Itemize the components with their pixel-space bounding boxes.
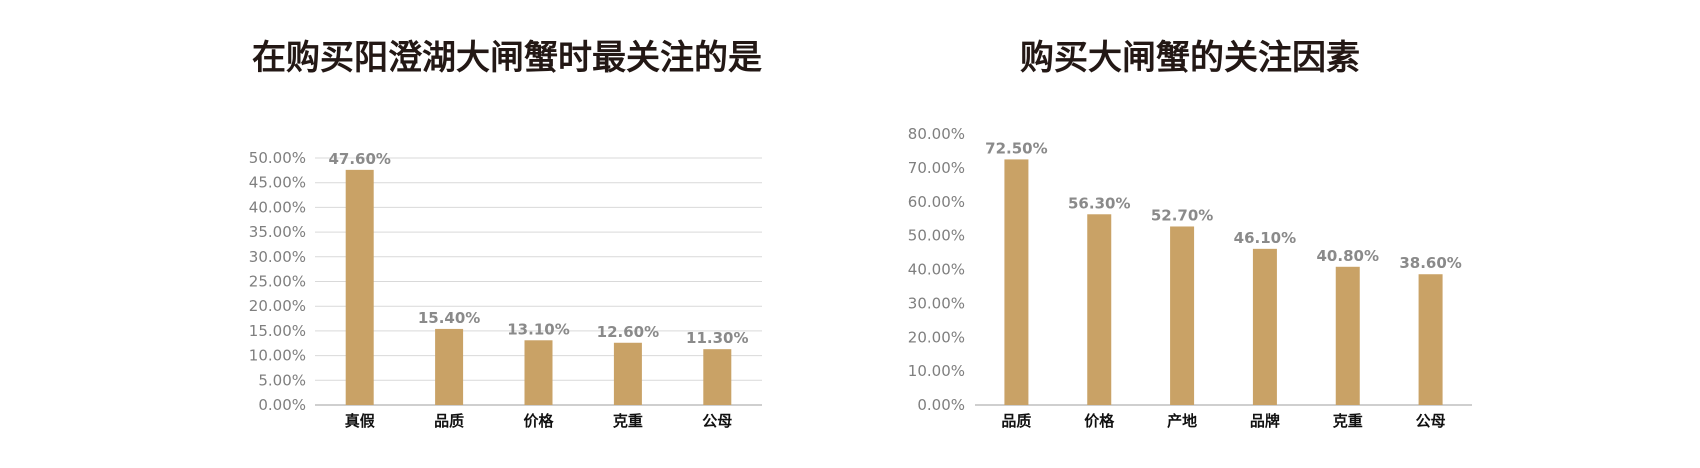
y-tick-label: 45.00% xyxy=(249,174,306,192)
bar xyxy=(1335,266,1360,405)
y-tick-label: 30.00% xyxy=(249,248,306,266)
x-category-label: 公母 xyxy=(1416,412,1446,430)
data-label: 13.10% xyxy=(507,320,569,338)
bar xyxy=(1252,248,1277,405)
bar xyxy=(345,169,374,405)
data-label: 47.60% xyxy=(328,150,390,168)
data-label: 38.60% xyxy=(1399,254,1461,272)
bar xyxy=(613,342,642,405)
data-label: 15.40% xyxy=(418,309,480,327)
x-category-label: 品质 xyxy=(1001,412,1031,430)
bar xyxy=(1087,214,1112,405)
x-category-label: 公母 xyxy=(702,412,732,430)
data-label: 56.30% xyxy=(1068,194,1130,212)
y-tick-label: 5.00% xyxy=(258,371,306,389)
bar xyxy=(703,349,732,405)
data-label: 11.30% xyxy=(686,329,748,347)
y-tick-label: 0.00% xyxy=(258,396,306,414)
y-tick-label: 50.00% xyxy=(908,227,965,245)
data-label: 46.10% xyxy=(1234,229,1296,247)
chart-title-right: 购买大闸蟹的关注因素 xyxy=(1020,38,1360,78)
data-label: 40.80% xyxy=(1317,247,1379,265)
x-category-label: 价格 xyxy=(1084,412,1115,430)
y-tick-label: 30.00% xyxy=(908,294,965,312)
x-category-label: 克重 xyxy=(613,412,643,430)
bar xyxy=(435,328,464,405)
data-label: 12.60% xyxy=(597,323,659,341)
x-category-label: 价格 xyxy=(523,412,554,430)
bar xyxy=(524,340,553,405)
bar xyxy=(1418,274,1443,405)
y-tick-label: 70.00% xyxy=(908,159,965,177)
x-category-label: 克重 xyxy=(1333,412,1363,430)
y-tick-label: 10.00% xyxy=(249,347,306,365)
y-tick-label: 15.00% xyxy=(249,322,306,340)
data-label: 52.70% xyxy=(1151,206,1213,224)
data-label: 72.50% xyxy=(985,139,1047,157)
y-tick-label: 50.00% xyxy=(249,149,306,167)
y-tick-label: 10.00% xyxy=(908,362,965,380)
y-tick-label: 40.00% xyxy=(249,198,306,216)
x-category-label: 真假 xyxy=(345,412,376,430)
chart-title-left: 在购买阳澄湖大闸蟹时最关注的是 xyxy=(252,38,762,78)
y-tick-label: 40.00% xyxy=(908,261,965,279)
bar xyxy=(1004,159,1029,405)
y-tick-label: 25.00% xyxy=(249,273,306,291)
y-tick-label: 20.00% xyxy=(908,328,965,346)
y-tick-label: 60.00% xyxy=(908,193,965,211)
y-tick-label: 20.00% xyxy=(249,297,306,315)
x-category-label: 产地 xyxy=(1167,412,1197,430)
x-category-label: 品牌 xyxy=(1250,412,1280,430)
y-tick-label: 35.00% xyxy=(249,223,306,241)
x-category-label: 品质 xyxy=(434,412,464,430)
bar xyxy=(1170,226,1195,405)
y-tick-label: 0.00% xyxy=(917,396,965,414)
y-tick-label: 80.00% xyxy=(908,125,965,143)
